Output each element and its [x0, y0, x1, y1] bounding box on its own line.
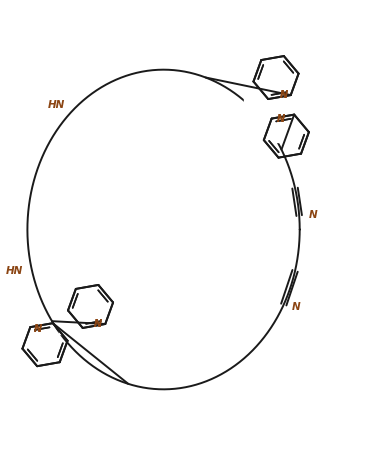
Text: N: N — [277, 113, 285, 123]
Polygon shape — [244, 50, 295, 142]
Text: N: N — [94, 319, 102, 329]
Text: N: N — [94, 319, 102, 329]
Text: N: N — [34, 324, 42, 334]
Text: N: N — [34, 324, 42, 334]
Text: HN: HN — [6, 266, 23, 276]
Polygon shape — [58, 242, 109, 334]
Text: N: N — [280, 90, 288, 100]
Text: N: N — [292, 302, 300, 312]
Text: N: N — [309, 210, 318, 220]
Text: N: N — [280, 90, 288, 100]
Text: N: N — [277, 113, 285, 123]
Text: HN: HN — [48, 100, 65, 110]
